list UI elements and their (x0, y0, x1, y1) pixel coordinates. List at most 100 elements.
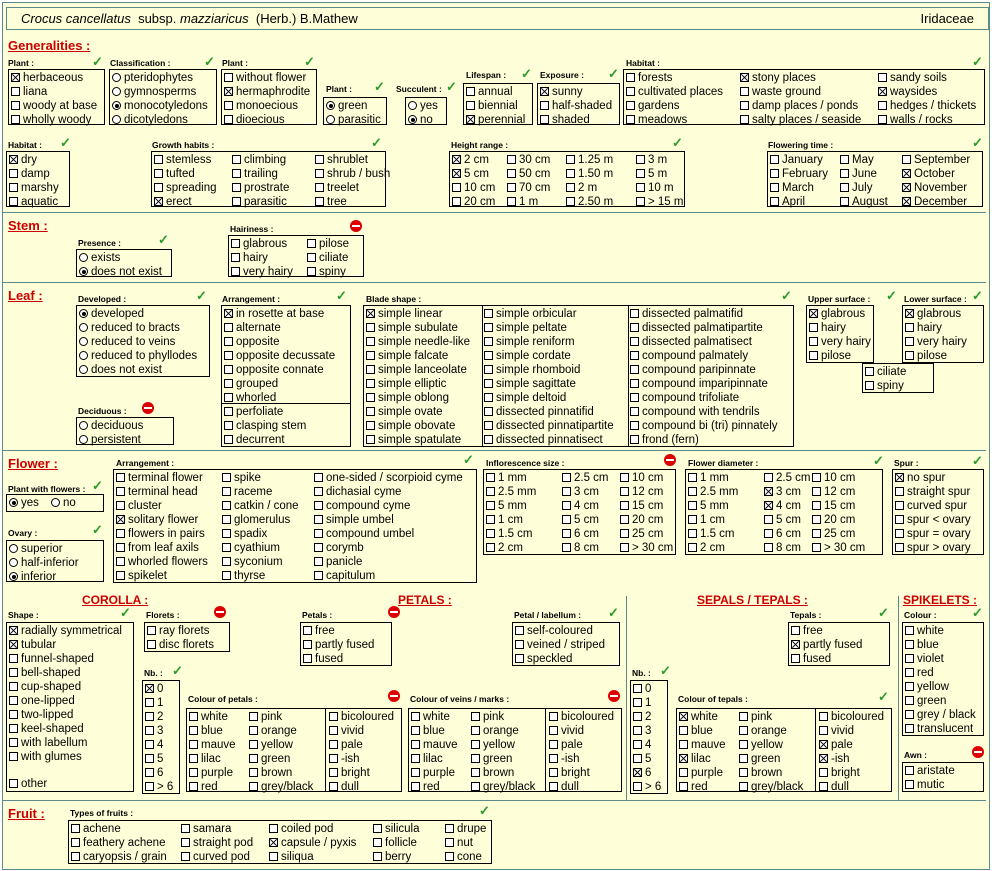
checkbox[interactable] (145, 684, 154, 693)
option-colv-1-4[interactable]: brown (471, 766, 514, 780)
option-growth-2-2[interactable]: treelet (315, 181, 359, 195)
option-infl-1-3[interactable]: 5 cm (562, 513, 599, 527)
option-lower-0-2[interactable]: very hairy (905, 335, 967, 349)
option-tepals-0-2[interactable]: fused (791, 652, 831, 666)
option-awn-0-1[interactable]: mutic (905, 778, 944, 792)
option-colv-2-1[interactable]: vivid (549, 724, 584, 738)
option-ovary-0-2[interactable]: inferior (9, 570, 56, 584)
checkbox[interactable] (145, 698, 154, 707)
option-colp-2-3[interactable]: -ish (329, 752, 360, 766)
option-classification-0-0[interactable]: pteridophytes (112, 71, 193, 85)
checkbox[interactable] (562, 501, 571, 510)
checkbox[interactable] (411, 740, 420, 749)
option-nbp-0-4[interactable]: 4 (145, 738, 163, 752)
option-arrangement-0-4[interactable]: opposite connate (224, 363, 324, 377)
option-farr-1-3[interactable]: glomerulus (222, 513, 290, 527)
checkbox[interactable] (484, 351, 493, 360)
checkbox[interactable] (562, 543, 571, 552)
checkbox[interactable] (507, 197, 516, 206)
checkbox[interactable] (515, 640, 524, 649)
option-ciliate-0-0[interactable]: ciliate (865, 365, 906, 379)
option-hairiness-0-2[interactable]: very hairy (231, 265, 293, 279)
checkbox[interactable] (764, 515, 773, 524)
checkbox[interactable] (116, 571, 125, 580)
checkbox[interactable] (315, 183, 324, 192)
checkbox[interactable] (770, 183, 779, 192)
option-blade-2-1[interactable]: dissected palmatipartite (630, 321, 763, 335)
checkbox[interactable] (189, 740, 198, 749)
option-flowering-2-1[interactable]: October (902, 167, 955, 181)
option-colp-2-5[interactable]: dull (329, 780, 359, 794)
checkbox[interactable] (486, 487, 495, 496)
option-fdiam-1-2[interactable]: 4 cm (764, 499, 801, 513)
option-infl-1-0[interactable]: 2.5 cm (562, 471, 609, 485)
option-scol-0-5[interactable]: green (905, 694, 946, 708)
option-arrangement-0-1[interactable]: alternate (224, 321, 281, 335)
option-nbt-0-6[interactable]: 6 (633, 766, 651, 780)
checkbox[interactable] (329, 712, 338, 721)
option-nbt-0-2[interactable]: 2 (633, 710, 651, 724)
option-colt-0-0[interactable]: white (679, 710, 718, 724)
option-plant-0-3[interactable]: wholly woody (11, 113, 91, 127)
option-colt-1-0[interactable]: pink (739, 710, 772, 724)
radio-button[interactable] (112, 101, 121, 110)
option-habitat2-0-3[interactable]: aquatic (9, 195, 58, 209)
checkbox[interactable] (411, 712, 420, 721)
checkbox[interactable] (895, 543, 904, 552)
checkbox[interactable] (630, 351, 639, 360)
checkbox[interactable] (329, 782, 338, 791)
option-habitat1-2-1[interactable]: waysides (878, 85, 937, 99)
checkbox[interactable] (269, 852, 278, 861)
checkbox[interactable] (812, 487, 821, 496)
checkbox[interactable] (307, 253, 316, 262)
option-deciduous-0-1[interactable]: persistent (79, 433, 141, 447)
checkbox[interactable] (445, 824, 454, 833)
radio-button[interactable] (408, 101, 417, 110)
checkbox[interactable] (739, 754, 748, 763)
checkbox[interactable] (636, 169, 645, 178)
option-developed-0-2[interactable]: reduced to veins (79, 335, 175, 349)
checkbox[interactable] (224, 407, 233, 416)
option-lower-0-3[interactable]: pilose (905, 349, 947, 363)
checkbox[interactable] (770, 169, 779, 178)
option-cshape-0-9[interactable]: with glumes (9, 750, 82, 764)
checkbox[interactable] (314, 571, 323, 580)
option-growth-0-2[interactable]: spreading (154, 181, 217, 195)
option-arrangement-0-8[interactable]: clasping stem (224, 419, 306, 433)
option-height-2-3[interactable]: 2.50 m (566, 195, 613, 209)
checkbox[interactable] (471, 726, 480, 735)
checkbox[interactable] (484, 323, 493, 332)
checkbox[interactable] (840, 155, 849, 164)
option-upper-0-1[interactable]: hairy (809, 321, 846, 335)
option-height-0-0[interactable]: 2 cm (452, 153, 489, 167)
checkbox[interactable] (486, 501, 495, 510)
checkbox[interactable] (189, 754, 198, 763)
checkbox[interactable] (819, 754, 828, 763)
option-exposure-0-2[interactable]: shaded (540, 113, 590, 127)
option-blade-2-5[interactable]: compound imparipinnate (630, 377, 768, 391)
option-blade-0-6[interactable]: simple oblong (366, 391, 449, 405)
checkbox[interactable] (9, 779, 18, 788)
checkbox[interactable] (905, 696, 914, 705)
option-arrangement-0-0[interactable]: in rosette at base (224, 307, 324, 321)
checkbox[interactable] (515, 654, 524, 663)
checkbox[interactable] (373, 824, 382, 833)
option-arrangement-0-5[interactable]: grouped (224, 377, 278, 391)
checkbox[interactable] (865, 367, 874, 376)
option-colt-0-2[interactable]: mauve (679, 738, 726, 752)
radio-button[interactable] (79, 421, 88, 430)
checkbox[interactable] (222, 473, 231, 482)
checkbox[interactable] (329, 726, 338, 735)
option-fruits-3-0[interactable]: silicula (373, 822, 420, 836)
checkbox[interactable] (307, 239, 316, 248)
option-fruits-1-1[interactable]: straight pod (181, 836, 253, 850)
checkbox[interactable] (145, 754, 154, 763)
checkbox[interactable] (878, 101, 887, 110)
option-flowering-0-2[interactable]: March (770, 181, 814, 195)
checkbox[interactable] (540, 101, 549, 110)
checkbox[interactable] (269, 824, 278, 833)
checkbox[interactable] (812, 543, 821, 552)
checkbox[interactable] (366, 435, 375, 444)
option-florets-0-0[interactable]: ray florets (147, 624, 210, 638)
checkbox[interactable] (633, 698, 642, 707)
